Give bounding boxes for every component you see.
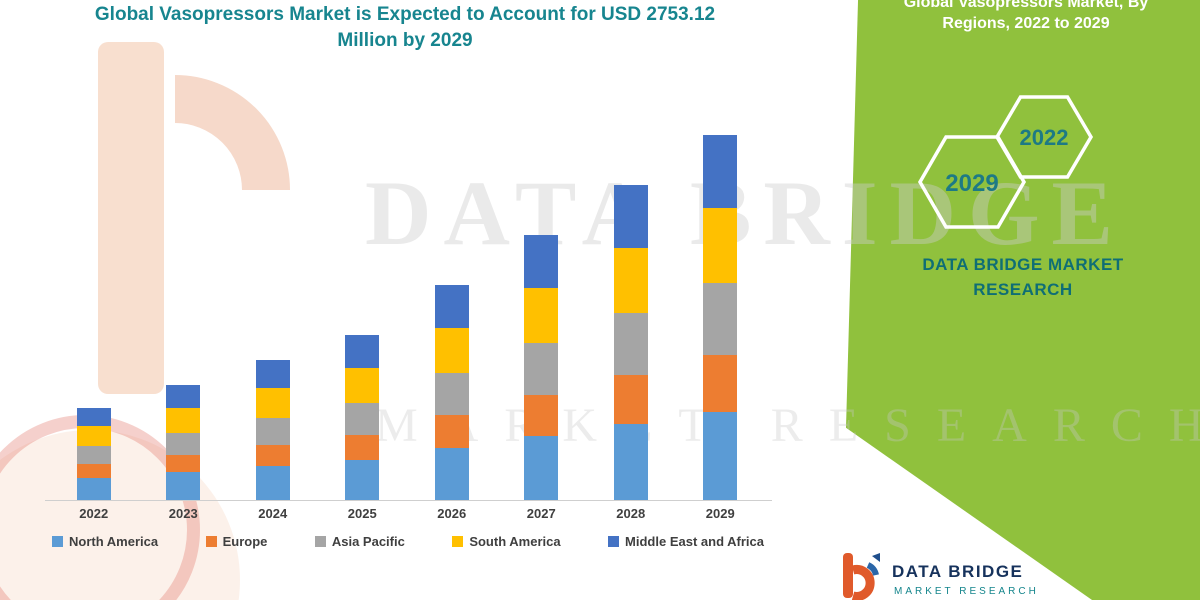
bar-segment-north-america-2025 [345,460,380,500]
bar-segment-south-america-2022 [76,426,111,446]
legend-label-europe: Europe [222,534,268,549]
bar-column-2023 [139,130,229,500]
x-axis-label-2024: 2024 [258,506,288,521]
hexagon-2029-outline [917,135,1027,229]
bar-column-2027 [497,130,587,500]
bar-segment-asia-pacific-2029 [703,283,738,355]
bar-segment-north-america-2029 [703,412,738,500]
bar-segment-europe-2023 [166,455,201,472]
bar-segment-europe-2022 [76,464,111,478]
legend-item-europe: Europe [205,534,268,549]
year-hexagons: 2029 2022 [917,95,1094,229]
bar-segment-south-america-2023 [166,408,201,433]
legend-label-south-america: South America [469,534,561,549]
legend-label-middle-east-and-africa: Middle East and Africa [625,534,764,549]
databridge-logo-icon [843,553,880,600]
x-axis-label-2029: 2029 [705,506,735,521]
x-axis-label-2023: 2023 [168,506,198,521]
hexagon-year-2022: 2022 [1020,125,1069,150]
bar-segment-europe-2025 [345,435,380,460]
x-axis-label-2028: 2028 [616,506,646,521]
bar-column-2025 [318,130,408,500]
bar-segment-north-america-2027 [524,436,559,500]
legend-swatch-asia-pacific [314,536,326,547]
bar-segment-europe-2027 [524,395,559,436]
bar-segment-north-america-2028 [613,424,648,500]
bar-segment-north-america-2026 [434,448,469,500]
bar-column-2029 [676,130,766,500]
bar-segment-europe-2026 [434,415,469,448]
x-axis-labels: 2022 2023 2024 2025 2026 2027 2028 2029 [49,506,765,521]
panel-brand-line2: RESEARCH [973,280,1073,299]
bar-segment-middle-east-and-africa-2023 [166,385,201,408]
bar-segment-europe-2024 [255,445,290,467]
bar-segment-north-america-2024 [255,466,290,500]
panel-brand-line1: DATA BRIDGE MARKET [922,255,1124,274]
databridge-logo: DATA BRIDGE MARKET RESEARCH [838,550,1088,600]
bar-segment-asia-pacific-2023 [166,433,201,455]
bar-segment-middle-east-and-africa-2022 [76,408,111,426]
bar-segment-middle-east-and-africa-2024 [255,360,290,389]
bar-segment-asia-pacific-2025 [345,403,380,435]
bar-segment-asia-pacific-2022 [76,446,111,464]
bar-segment-europe-2029 [703,355,738,412]
bar-segment-south-america-2024 [255,388,290,419]
bar-segment-middle-east-and-africa-2028 [613,185,648,249]
panel-brand-text: DATA BRIDGE MARKET RESEARCH [846,252,1200,302]
bar-column-2022 [49,130,139,500]
legend-swatch-middle-east-and-africa [608,536,620,547]
hexagon-2022-outline [994,95,1094,179]
bar-column-2024 [228,130,318,500]
side-panel-content: Global Vasopressors Market, By Regions, … [846,0,1200,600]
bar-segment-middle-east-and-africa-2027 [524,235,559,288]
chart-legend: North America Europe Asia Pacific South Ame… [52,534,764,549]
legend-item-north-america: North America [52,534,158,549]
databridge-logo-name: DATA BRIDGE [892,562,1024,581]
databridge-logo-sub: MARKET RESEARCH [894,586,1039,597]
legend-swatch-north-america [52,536,63,547]
legend-swatch-south-america [452,536,464,547]
bar-segment-asia-pacific-2026 [434,373,469,415]
bar-column-2026 [407,130,497,500]
x-axis-label-2026: 2026 [437,506,467,521]
bar-segment-europe-2028 [613,375,648,425]
x-axis-line [45,500,772,501]
bar-segment-south-america-2027 [524,288,559,343]
bar-segment-south-america-2025 [345,368,380,404]
bar-segment-south-america-2029 [703,208,738,283]
bar-segment-middle-east-and-africa-2025 [345,335,380,369]
legend-swatch-europe [205,536,217,547]
x-axis-label-2022: 2022 [79,506,109,521]
bar-segment-middle-east-and-africa-2026 [434,285,469,329]
bar-segment-asia-pacific-2028 [613,313,648,376]
watermark-logo-stem [98,42,164,394]
bar-segment-south-america-2028 [613,248,648,314]
x-axis-label-2025: 2025 [347,506,377,521]
bar-segment-asia-pacific-2024 [255,418,290,446]
bar-segment-north-america-2023 [166,472,201,500]
side-panel-title: Global Vasopressors Market, By Regions, … [903,0,1149,32]
legend-label-asia-pacific: Asia Pacific [331,534,405,549]
stacked-bar-chart [49,130,765,500]
legend-label-north-america: North America [69,534,159,549]
bar-segment-asia-pacific-2027 [524,343,559,395]
chart-title: Global Vasopressors Market is Expected t… [94,4,716,51]
bar-segment-north-america-2022 [76,478,111,500]
bar-column-2028 [586,130,676,500]
legend-item-asia-pacific: Asia Pacific [314,534,405,549]
x-axis-label-2027: 2027 [526,506,556,521]
hexagon-year-2029: 2029 [945,170,998,197]
legend-item-middle-east-and-africa: Middle East and Africa [608,534,764,549]
bar-segment-middle-east-and-africa-2029 [703,135,738,208]
bar-segment-south-america-2026 [434,328,469,373]
legend-item-south-america: South America [452,534,561,549]
